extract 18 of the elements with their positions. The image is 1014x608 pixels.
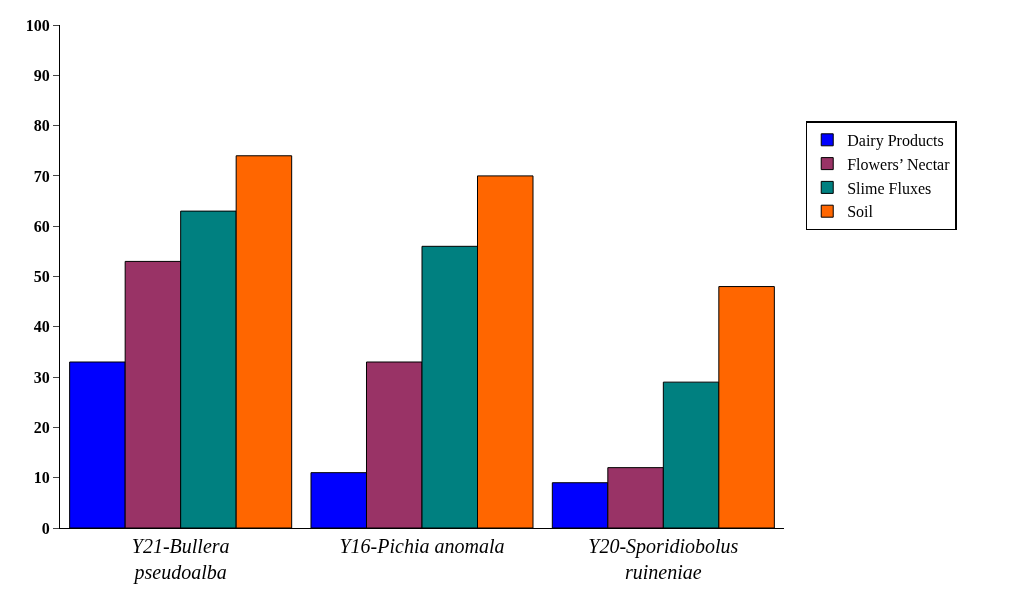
legend-label: Soil	[847, 203, 874, 221]
y-tick-label: 100	[25, 16, 50, 34]
y-tick-label: 0	[41, 519, 50, 537]
y-tick-label: 70	[33, 167, 50, 185]
y-tick-label: 10	[33, 469, 50, 487]
legend-label: Dairy Products	[847, 132, 944, 151]
y-tick-label: 90	[33, 66, 50, 84]
x-tick-label: Y20-Sporidiobolus ruineniae	[588, 535, 739, 583]
y-tick-label: 40	[33, 318, 50, 336]
y-tick-label: 60	[33, 217, 50, 235]
y-tick-label: 50	[33, 268, 50, 286]
y-tick-label: 80	[33, 117, 50, 135]
x-tick-label: Y16-Pichia anomala	[339, 535, 505, 557]
y-tick-label: 20	[33, 419, 50, 436]
y-tick-label: 30	[33, 368, 50, 386]
x-tick-label: Y21-Bullera pseudoalba	[131, 535, 230, 584]
legend-label: Slime Fluxes	[847, 179, 932, 197]
legend-label: Flowers’ Nectar	[847, 155, 951, 173]
